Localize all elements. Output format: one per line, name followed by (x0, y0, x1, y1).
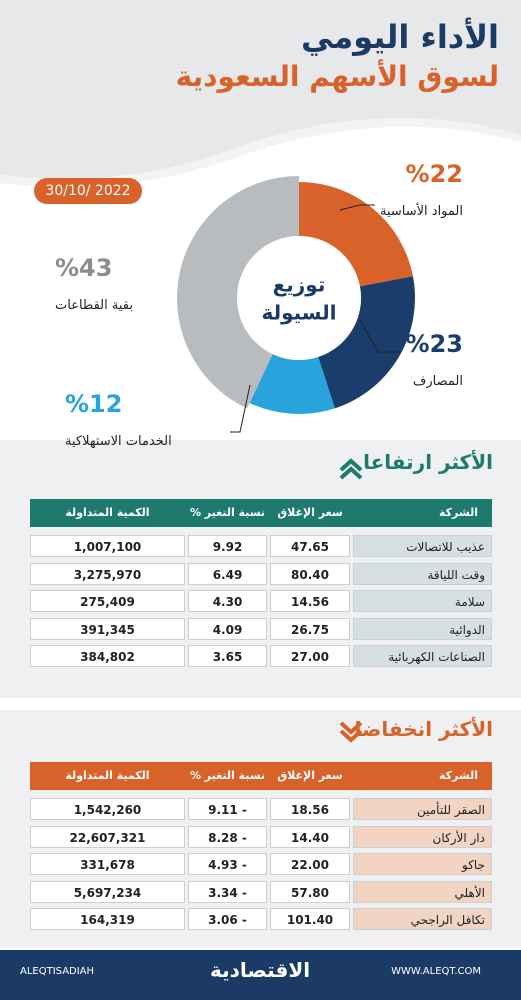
column-header: الكمية المتداولة (65, 769, 150, 782)
company-cell: وقت اللياقة (353, 562, 492, 585)
table-cell: 27.00 (270, 645, 350, 667)
table-cell: 26.75 (270, 617, 350, 640)
up-icon (339, 458, 363, 480)
category-label: المواد الأساسية (379, 204, 463, 219)
donut-hole (237, 236, 361, 360)
losers-title: الأكثر انخفاضا (354, 717, 493, 741)
donut-segment (318, 276, 415, 409)
leader-line (230, 384, 251, 433)
donut: توزيع السيولة (177, 176, 415, 414)
table-cell: 4.30 (188, 590, 267, 612)
company-cell: عذيب للاتصالات (353, 535, 492, 557)
category-label: المصارف (412, 374, 463, 389)
value-label: %23 (405, 330, 463, 358)
donut-segment (177, 176, 299, 409)
column-header: الشركة (438, 769, 478, 782)
table-cell: 275,409 (30, 590, 185, 612)
table-cell: 47.65 (270, 535, 350, 557)
table-cell: - 9.11 (188, 798, 267, 820)
leader-line (359, 319, 400, 353)
category-label: الخدمات الاستهلاكية (65, 434, 172, 449)
table-cell: 22,607,321 (30, 825, 185, 848)
table-header-bg (30, 762, 492, 790)
company-cell: تكافل الراجحي (353, 908, 492, 930)
table-cell: - 8.28 (188, 825, 267, 848)
company-cell: سلامة (353, 590, 492, 612)
table-cell: 1,007,100 (30, 535, 185, 557)
column-header: نسبة التغير % (189, 506, 266, 519)
company-cell: الصقر للتأمين (353, 798, 492, 820)
footer-bar (0, 950, 521, 1000)
table-cell: 1,542,260 (30, 798, 185, 820)
table-cell: 9.92 (188, 535, 267, 557)
table-cell: 22.00 (270, 853, 350, 875)
leader-line (339, 204, 375, 211)
table-cell: 5,697,234 (30, 880, 185, 903)
value-label: %12 (65, 390, 123, 418)
table-cell: 6.49 (188, 562, 267, 585)
category-label: بقية القطاعات (55, 298, 133, 313)
column-header: الكمية المتداولة (65, 506, 150, 519)
table-cell: 57.80 (270, 880, 350, 903)
value-label: %22 (405, 160, 463, 188)
company-cell: الصناعات الكهربائية (353, 645, 492, 667)
table-cell: - 3.34 (188, 880, 267, 903)
donut-segment (249, 354, 335, 414)
table-cell: - 3.06 (188, 908, 267, 930)
company-cell: جاكو (353, 853, 492, 875)
company-cell: الدوائية (353, 617, 492, 640)
subtitle: لسوق الأسهم السعودية (175, 60, 499, 93)
table-cell: 391,345 (30, 617, 185, 640)
title: الأداء اليومي (301, 18, 499, 56)
table-cell: 18.56 (270, 798, 350, 820)
footer-handle: ALEQTISADIAH (20, 966, 95, 977)
column-header: سعر الإغلاق (277, 769, 343, 782)
table-cell: 14.56 (270, 590, 350, 612)
center-label: السيولة (261, 301, 336, 325)
table-cell: - 4.93 (188, 853, 267, 875)
table-cell: 4.09 (188, 617, 267, 640)
table-header-bg (30, 499, 492, 527)
table-cell: 331,678 (30, 853, 185, 875)
table-cell: 164,319 (30, 908, 185, 930)
table-cell: 14.40 (270, 825, 350, 848)
table-cell: 101.40 (270, 908, 350, 930)
table-cell: 3,275,970 (30, 562, 185, 585)
table-cell: 80.40 (270, 562, 350, 585)
column-header: الشركة (438, 506, 478, 519)
gainers-title: الأكثر ارتفاعا (363, 450, 493, 474)
company-cell: الأهلي (353, 880, 492, 903)
down-icon (339, 721, 363, 743)
footer-website: WWW.ALEQT.COM (391, 966, 481, 977)
header-curve (0, 0, 521, 180)
footer-logo: الاقتصادية (210, 958, 311, 982)
value-label: %43 (55, 254, 113, 282)
table-cell: 3.65 (188, 645, 267, 667)
column-header: نسبة التغير % (189, 769, 266, 782)
table-cell: 384,802 (30, 645, 185, 667)
company-cell: دار الأركان (353, 825, 492, 848)
donut-segment (299, 182, 413, 287)
center-label: توزيع (273, 273, 326, 297)
column-header: سعر الإغلاق (277, 506, 343, 519)
date-pill (34, 178, 142, 204)
date: 30/10/ 2022 (45, 183, 131, 199)
